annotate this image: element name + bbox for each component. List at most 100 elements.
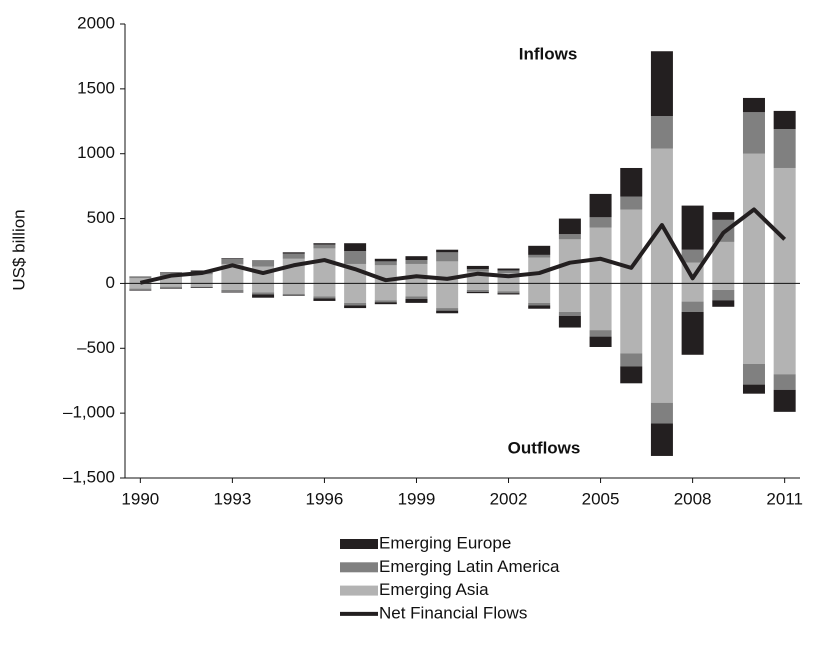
- y-tick-label: 500: [87, 208, 115, 227]
- bar-segment: [405, 256, 428, 261]
- bar-segment: [620, 283, 643, 354]
- bar-segment: [589, 330, 612, 337]
- y-tick-label: 2000: [77, 13, 115, 32]
- bar-segment: [558, 311, 581, 316]
- y-tick-label: –1,500: [63, 467, 115, 486]
- y-tick-label: –500: [77, 338, 115, 357]
- bar-segment: [160, 287, 183, 289]
- bar-segment: [589, 336, 612, 347]
- bar-segment: [374, 300, 397, 303]
- x-tick-label: 1996: [306, 489, 344, 508]
- bar-segment: [129, 276, 152, 279]
- bar-segment: [252, 283, 275, 293]
- legend-swatch: [340, 585, 378, 596]
- bar-segment: [344, 251, 367, 264]
- bar-segment: [558, 234, 581, 240]
- bar-segment: [405, 298, 428, 303]
- x-tick-label: 1999: [398, 489, 436, 508]
- y-tick-label: 1000: [77, 143, 115, 162]
- bar-segment: [221, 291, 244, 293]
- bar-segment: [282, 295, 305, 296]
- bar-segment: [436, 308, 459, 311]
- bar-segment: [589, 193, 612, 218]
- bar-segment: [497, 270, 520, 274]
- bar-segment: [528, 283, 551, 303]
- legend-swatch: [340, 539, 378, 549]
- bar-segment: [282, 253, 305, 259]
- bar-segment: [252, 292, 275, 295]
- bar-segment: [650, 402, 673, 424]
- bar-segment: [436, 283, 459, 309]
- legend-label: Emerging Europe: [379, 533, 511, 552]
- bar-segment: [436, 249, 459, 253]
- x-tick-label: 1993: [213, 489, 251, 508]
- bar-segment: [129, 288, 152, 290]
- y-tick-label: 0: [106, 273, 115, 292]
- bar-segment: [497, 268, 520, 271]
- bar-segment: [712, 289, 735, 301]
- bar-segment: [742, 153, 765, 284]
- bar-segment: [344, 302, 367, 306]
- line: [139, 207, 787, 285]
- bar-segment: [773, 167, 796, 284]
- bar-segment: [374, 258, 397, 262]
- bar-segment: [773, 110, 796, 130]
- bar-segment: [374, 283, 397, 301]
- bar-segment: [620, 353, 643, 367]
- bar-segment: [742, 384, 765, 394]
- x-tick-label: 2008: [674, 489, 712, 508]
- bar-segment: [313, 283, 336, 297]
- bar-segment: [221, 263, 244, 284]
- bar-segment: [160, 275, 183, 284]
- bar-segment: [773, 129, 796, 168]
- y-tick-label: 1500: [77, 78, 115, 97]
- bar-segment: [742, 112, 765, 154]
- bar-segment: [313, 298, 336, 301]
- bar-segment: [160, 286, 183, 288]
- bar-segment: [712, 241, 735, 284]
- bar-segment: [160, 283, 183, 287]
- x-tick-label: 2005: [582, 489, 620, 508]
- bar-segment: [742, 283, 765, 364]
- bar-segment: [620, 167, 643, 197]
- bar-segment: [681, 205, 704, 250]
- bar-segment: [497, 283, 520, 292]
- bar-segment: [712, 212, 735, 220]
- bar-segment: [681, 249, 704, 263]
- bar-segment: [620, 366, 643, 384]
- bar-segment: [344, 305, 367, 309]
- bar-segment: [374, 261, 397, 266]
- bar-segment: [681, 301, 704, 312]
- bar-segment: [466, 271, 489, 284]
- bar-segment: [773, 283, 796, 375]
- bar-segment: [190, 274, 213, 284]
- bar-segment: [712, 300, 735, 307]
- bar-segment: [589, 227, 612, 284]
- annotation: Outflows: [508, 438, 581, 457]
- bar-segment: [313, 248, 336, 284]
- y-axis-label: US$ billion: [9, 209, 28, 290]
- x-tick-label: 1990: [121, 489, 159, 508]
- bar-segment: [650, 116, 673, 149]
- bar-segment: [466, 269, 489, 272]
- bar-segment: [221, 258, 244, 264]
- bar-segment: [129, 283, 152, 289]
- bar-segment: [344, 243, 367, 251]
- bar-segment: [528, 257, 551, 284]
- bar-segment: [681, 311, 704, 355]
- x-tick-label: 2002: [490, 489, 528, 508]
- bar-segment: [252, 260, 275, 267]
- bar-segment: [282, 283, 305, 294]
- bar-segment: [252, 294, 275, 298]
- bar-segment: [190, 287, 213, 288]
- bar-segment: [466, 283, 489, 290]
- bar-segment: [589, 217, 612, 228]
- bar-segment: [466, 289, 489, 292]
- legend-label: Emerging Asia: [379, 580, 489, 599]
- bar-segment: [282, 252, 305, 254]
- bar-segment: [620, 196, 643, 210]
- bar-segment: [589, 283, 612, 331]
- bar-segment: [405, 283, 428, 297]
